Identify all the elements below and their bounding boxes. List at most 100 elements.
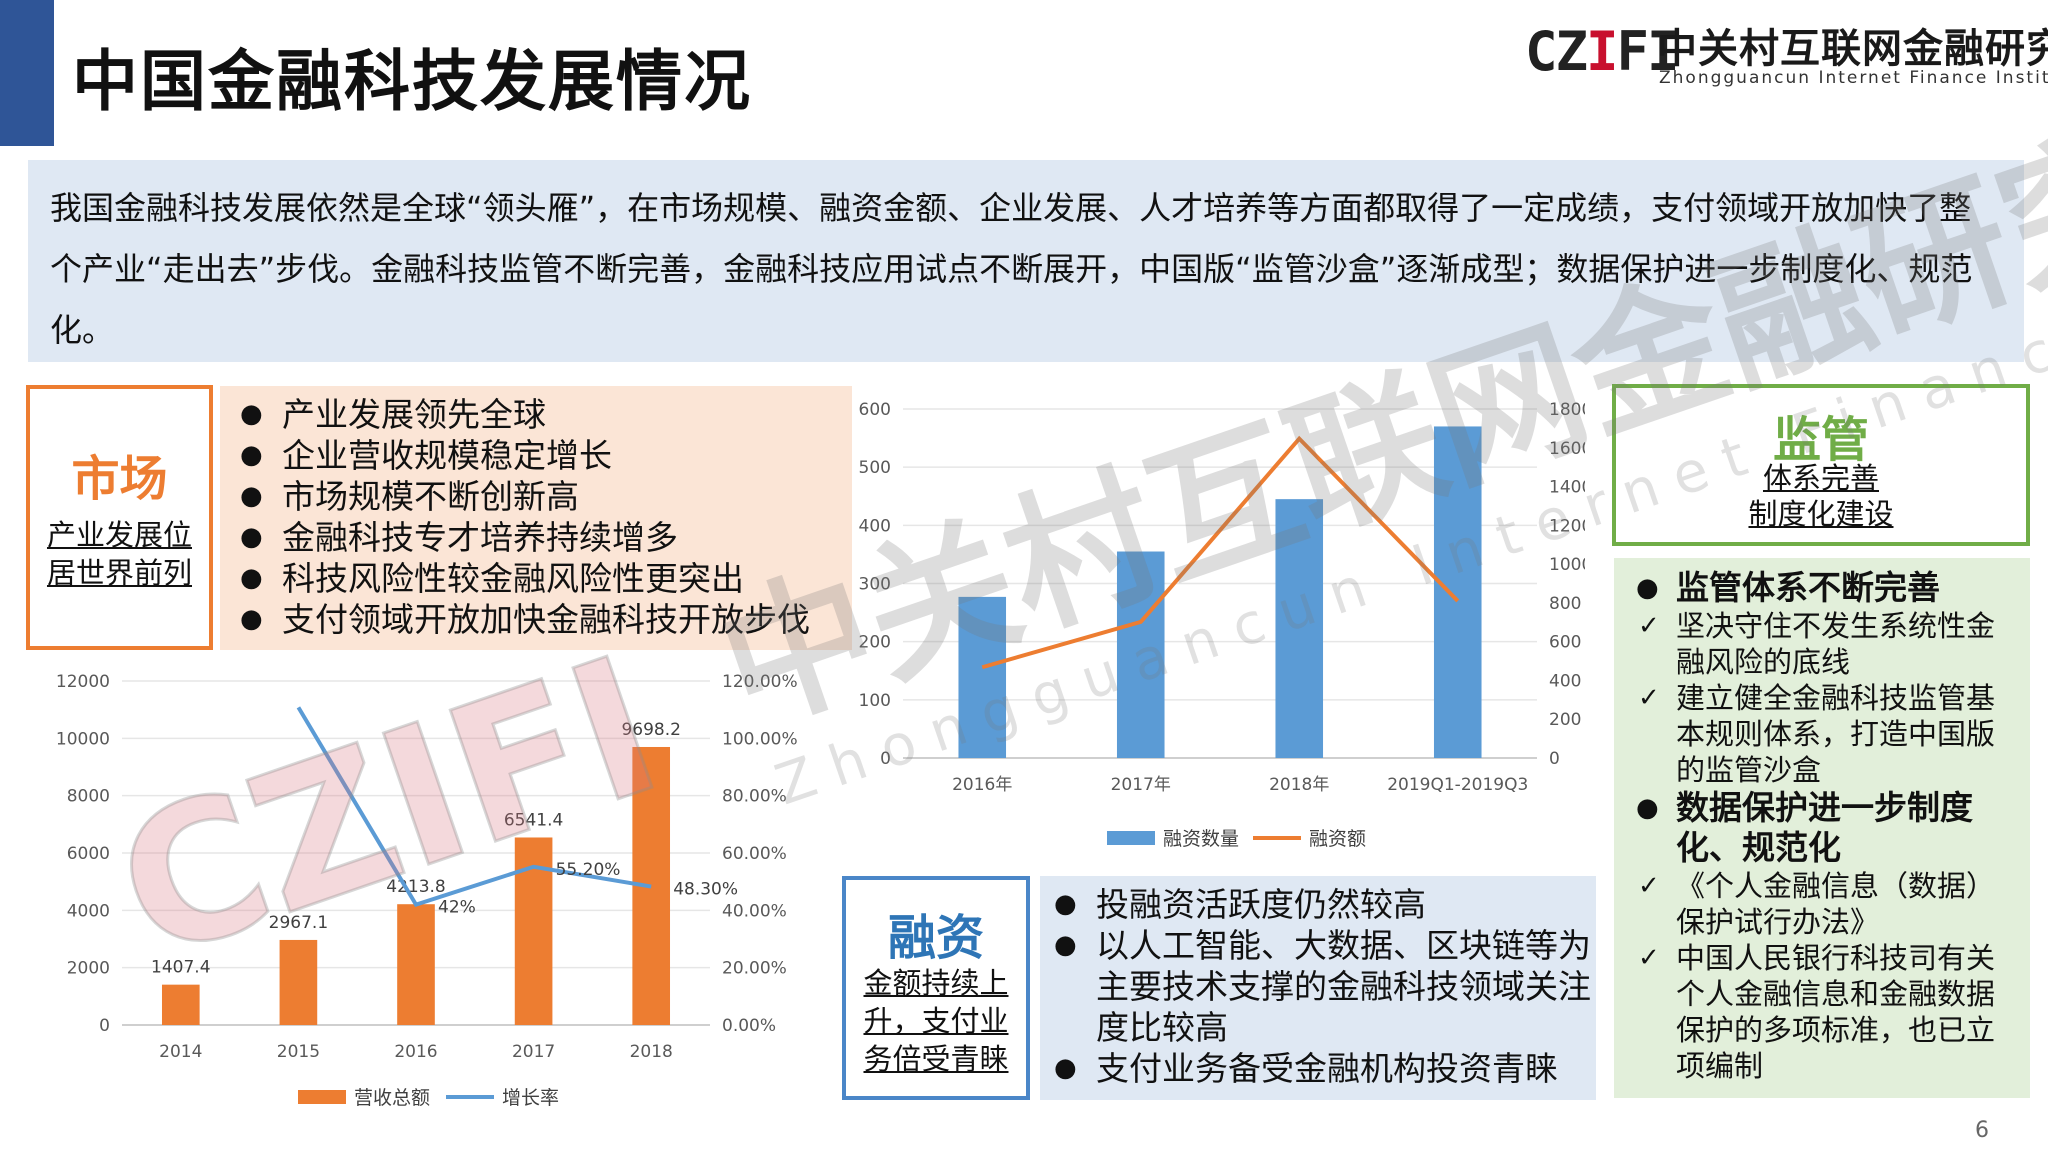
y2-axis-tick-label: 0.00% xyxy=(722,1016,776,1036)
y2-axis-tick-label: 120.00% xyxy=(722,672,798,692)
y-axis-tick-label: 2000 xyxy=(67,959,110,979)
x-axis-tick-label: 2016年 xyxy=(952,775,1012,795)
funding-bullet: 支付业务备受金融机构投资青睐 xyxy=(1054,1048,1596,1089)
y2-axis-tick-label: 0 xyxy=(1549,749,1560,769)
bar-data-label: 6541.4 xyxy=(504,810,563,830)
market-bullet: 企业营收规模稳定增长 xyxy=(240,435,852,476)
institute-logo: CZIFI 中关村互联网金融研究院 Zhongguancun Internet … xyxy=(1525,14,2048,94)
funding-bullet: 以人工智能、大数据、区块链等为主要技术支撑的金融科技领域关注度比较高 xyxy=(1054,925,1596,1048)
y-axis-tick-label: 6000 xyxy=(67,844,110,864)
bar xyxy=(958,596,1007,758)
line-data-label: 42% xyxy=(438,898,476,918)
y-axis-tick-label: 300 xyxy=(859,575,891,595)
x-axis-tick-label: 2015 xyxy=(277,1042,320,1062)
y-axis-tick-label: 0 xyxy=(880,749,891,769)
logo-english-name: Zhongguancun Internet Finance Institute xyxy=(1659,68,2048,88)
y-axis-tick-label: 400 xyxy=(859,516,891,536)
funding-bullet: 投融资活跃度仍然较高 xyxy=(1054,884,1596,925)
market-bullet: 支付领域开放加快金融科技开放步伐 xyxy=(240,599,852,640)
bar xyxy=(279,939,318,1025)
market-bullet: 科技风险性较金融风险性更突出 xyxy=(240,558,852,599)
y2-axis-tick-label: 400 xyxy=(1549,671,1581,691)
funding-chart-svg: 6005004003002001000180016001400120010008… xyxy=(859,400,1593,850)
funding-chart: 6005004003002001000180016001400120010008… xyxy=(845,385,1593,860)
regulation-heading: 数据保护进一步制度化、规范化 xyxy=(1636,788,2020,868)
market-bullet: 产业发展领先全球 xyxy=(240,394,852,435)
page-number: 6 xyxy=(1975,1118,1989,1143)
revenue-growth-chart: 12000 10000 8000 6000 4000 2000 0 120.00% 100.00… xyxy=(30,655,830,1120)
y-axis-tick-label: 600 xyxy=(859,400,891,420)
y-axis-tick-label: 500 xyxy=(859,458,891,478)
market-title: 市场 xyxy=(71,451,168,507)
legend-swatch xyxy=(298,1090,346,1104)
y-axis-tick-label: 200 xyxy=(859,633,891,653)
x-axis-tick-label: 2018 xyxy=(630,1042,673,1062)
regulation-label-box: 监管 体系完善 制度化建设 xyxy=(1612,384,2030,546)
bar-data-label: 1407.4 xyxy=(151,958,210,978)
y2-axis-tick-label: 40.00% xyxy=(722,901,787,921)
legend-label: 增长率 xyxy=(502,1087,559,1109)
x-axis-tick-label: 2017 xyxy=(512,1042,555,1062)
y2-axis-tick-label: 100.00% xyxy=(722,729,798,749)
x-axis-tick-label: 2019Q1-2019Q3 xyxy=(1387,775,1528,795)
funding-title: 融资 xyxy=(887,910,984,966)
y2-axis-tick-label: 20.00% xyxy=(722,959,787,979)
legend-label: 融资额 xyxy=(1309,828,1366,850)
title-accent-bar xyxy=(0,0,54,146)
market-bullet: 金融科技专才培养持续增多 xyxy=(240,517,852,558)
y2-axis-tick-label: 1200 xyxy=(1549,516,1585,536)
regulation-detail-panel: 监管体系不断完善 坚决守住不发生系统性金融风险的底线 建立健全金融科技监管基本规… xyxy=(1614,558,2030,1098)
bar xyxy=(1275,499,1324,758)
market-subtitle: 产业发展位居世界前列 xyxy=(46,518,192,590)
funding-subtitle: 金额持续上升，支付业务倍受青睐 xyxy=(863,966,1009,1076)
bar xyxy=(1116,551,1165,758)
y2-axis-tick-label: 1400 xyxy=(1549,478,1585,498)
y2-axis-tick-label: 1800 xyxy=(1549,400,1585,420)
funding-label-box: 融资 金额持续上升，支付业务倍受青睐 xyxy=(842,876,1030,1100)
y2-axis-tick-label: 200 xyxy=(1549,710,1581,730)
x-axis-tick-label: 2017年 xyxy=(1111,775,1171,795)
regulation-check-item: 坚决守住不发生系统性金融风险的底线 xyxy=(1636,608,2020,680)
bar-data-label: 2967.1 xyxy=(269,913,328,933)
y2-axis-tick-label: 800 xyxy=(1549,594,1581,614)
y-axis-tick-label: 100 xyxy=(859,691,891,711)
line-data-label: 55.20% xyxy=(556,860,621,880)
funding-bullet-panel: 投融资活跃度仍然较高 以人工智能、大数据、区块链等为主要技术支撑的金融科技领域关… xyxy=(1040,876,1596,1100)
bar xyxy=(397,904,435,1025)
y2-axis-tick-label: 600 xyxy=(1549,633,1581,653)
market-bullet: 市场规模不断创新高 xyxy=(240,476,852,517)
y-axis-tick-label: 12000 xyxy=(56,672,110,692)
bar-data-label: 9698.2 xyxy=(621,720,680,740)
regulation-subtitle-line: 制度化建设 xyxy=(1748,497,1894,531)
legend-label: 融资数量 xyxy=(1163,828,1239,850)
y-axis-tick-label: 4000 xyxy=(67,901,110,921)
logo-chinese-name: 中关村互联网金融研究院 xyxy=(1657,26,2048,72)
intro-text: 我国金融科技发展依然是全球“领头雁”，在市场规模、融资金额、企业发展、人才培养等… xyxy=(28,160,2024,362)
logo-mark: CZIFI xyxy=(1525,20,1680,83)
x-axis-tick-label: 2014 xyxy=(159,1042,202,1062)
regulation-subtitle-line: 体系完善 xyxy=(1762,461,1879,495)
page-title: 中国金融科技发展情况 xyxy=(72,43,752,120)
regulation-check-item: 《个人金融信息（数据）保护试行办法》 xyxy=(1636,868,2020,940)
y2-axis-tick-label: 1600 xyxy=(1549,439,1585,459)
y2-axis-tick-label: 60.00% xyxy=(722,844,787,864)
y2-axis-tick-label: 1000 xyxy=(1549,555,1585,575)
line-series xyxy=(981,435,1460,670)
line-data-label: 48.30% xyxy=(673,880,738,900)
regulation-title: 监管 xyxy=(1772,412,1869,468)
x-axis-tick-label: 2018年 xyxy=(1269,775,1329,795)
legend-swatch xyxy=(1107,831,1155,845)
regulation-subtitle: 体系完善 制度化建设 xyxy=(1616,460,2026,532)
regulation-check-item: 建立健全金融科技监管基本规则体系，打造中国版的监管沙盒 xyxy=(1636,680,2020,788)
bar xyxy=(161,984,200,1025)
legend-label: 营收总额 xyxy=(354,1087,430,1109)
bar-data-label: 4213.8 xyxy=(386,877,445,897)
line-series xyxy=(296,706,652,907)
regulation-check-item: 中国人民银行科技司有关个人金融信息和金融数据保护的多项标准，也已立项编制 xyxy=(1636,940,2020,1084)
market-label-box: 市场 产业发展位居世界前列 xyxy=(26,385,213,650)
y-axis-tick-label: 0 xyxy=(99,1016,110,1036)
regulation-heading: 监管体系不断完善 xyxy=(1636,568,2020,608)
revenue-growth-chart-svg: 12000 10000 8000 6000 4000 2000 0 120.00% 100.00… xyxy=(56,672,798,1109)
x-axis-tick-label: 2016 xyxy=(394,1042,437,1062)
bar xyxy=(1433,426,1482,758)
